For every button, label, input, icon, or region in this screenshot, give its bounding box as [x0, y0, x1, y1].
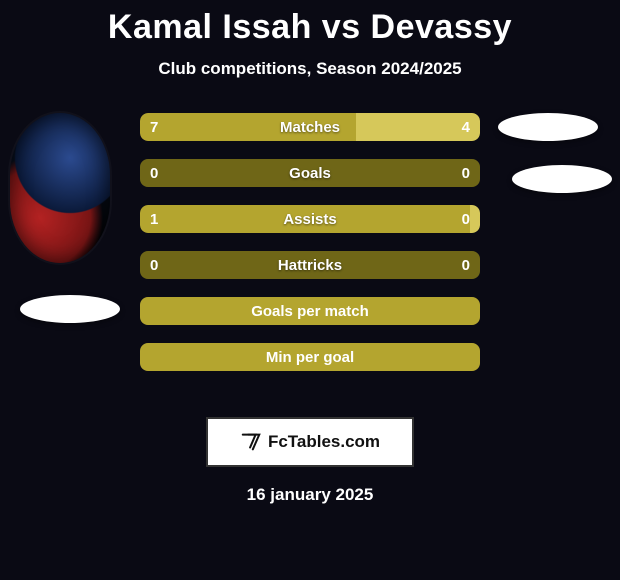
subtitle: Club competitions, Season 2024/2025 [0, 59, 620, 79]
stat-right-value: 0 [462, 159, 470, 187]
player-right-name-plate-1 [498, 113, 598, 141]
stat-bar-matches: 74Matches [140, 113, 480, 141]
stat-bar-assists: 10Assists [140, 205, 480, 233]
stat-right-value: 0 [470, 205, 480, 233]
stat-bar-hattricks: 0Hattricks0 [140, 251, 480, 279]
stat-bar-min-per-goal: Min per goal [140, 343, 480, 371]
stats-stage: 74Matches0Goals010Assists0Hattricks0Goal… [0, 109, 620, 399]
comparison-infographic: Kamal Issah vs Devassy Club competitions… [0, 0, 620, 580]
stat-label: Goals [140, 159, 480, 187]
stat-right-value: 4 [356, 113, 480, 141]
brand-text: FcTables.com [268, 432, 380, 452]
stat-bar-goals-per-match: Goals per match [140, 297, 480, 325]
player-right-name-plate-2 [512, 165, 612, 193]
page-title: Kamal Issah vs Devassy [0, 8, 620, 47]
stat-right-value: 0 [462, 251, 470, 279]
brand-icon [240, 431, 262, 453]
player-left-name-plate [20, 295, 120, 323]
stat-left-value: 7 [140, 113, 356, 141]
stat-left-value: 0 [150, 251, 158, 279]
stat-left-value: 1 [140, 205, 470, 233]
brand-badge: FcTables.com [206, 417, 414, 467]
player-left-photo [10, 113, 110, 263]
stat-label: Hattricks [140, 251, 480, 279]
stat-bars: 74Matches0Goals010Assists0Hattricks0Goal… [140, 113, 480, 389]
stat-bar-goals: 0Goals0 [140, 159, 480, 187]
stat-left-value: 0 [150, 159, 158, 187]
date: 16 january 2025 [0, 485, 620, 505]
